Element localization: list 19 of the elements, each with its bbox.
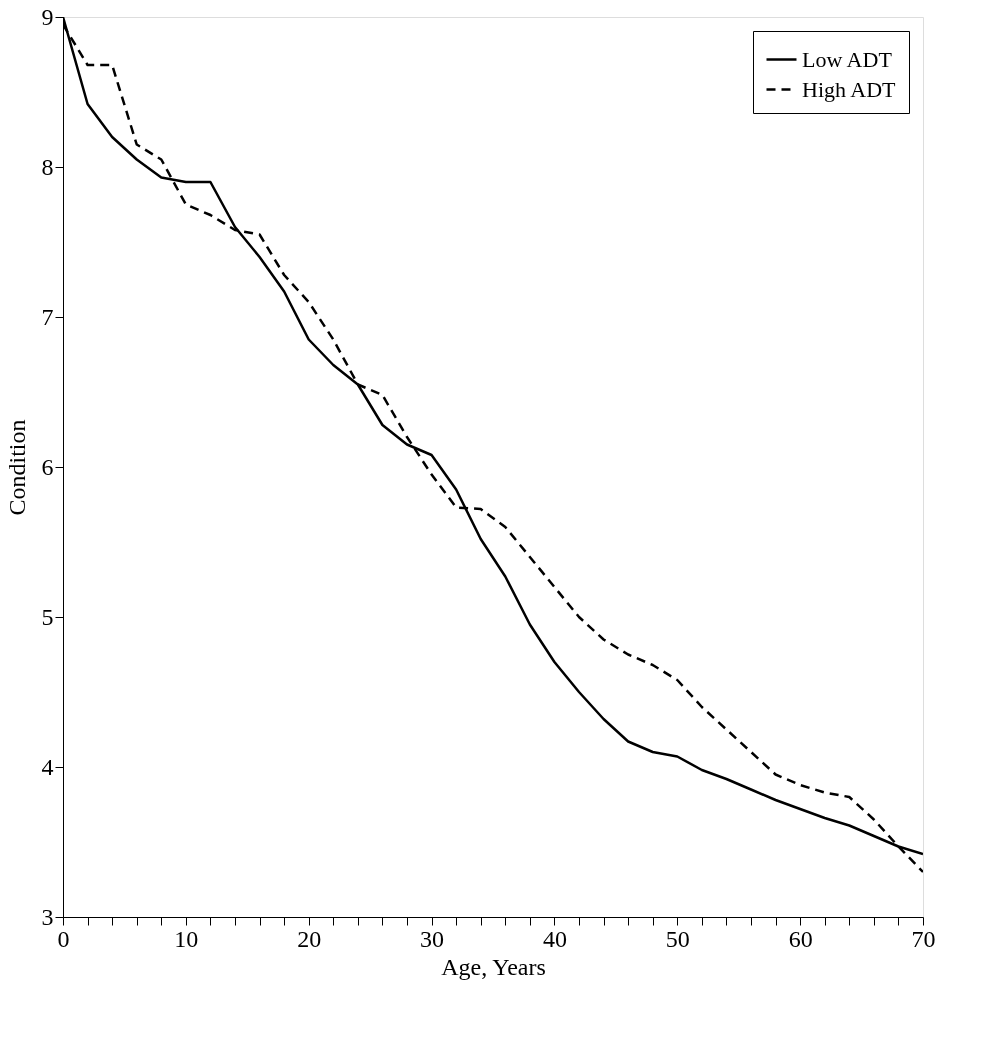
x-tick-label: 50 xyxy=(665,925,690,952)
x-axis-title: Age, Years xyxy=(441,953,546,980)
x-tick-label: 30 xyxy=(420,925,445,952)
y-axis-title: Condition xyxy=(3,419,30,516)
x-tick-label: 40 xyxy=(542,925,567,952)
x-tick-label: 70 xyxy=(911,925,936,952)
legend-label: Low ADT xyxy=(802,46,893,72)
y-tick-label: 9 xyxy=(41,3,54,30)
legend-label: High ADT xyxy=(802,76,897,102)
x-tick-label: 60 xyxy=(788,925,813,952)
y-tick-label: 5 xyxy=(41,603,54,630)
y-tick-label: 3 xyxy=(41,903,54,930)
y-tick-label: 8 xyxy=(41,153,54,180)
x-tick-label: 0 xyxy=(57,925,70,952)
x-tick-label: 20 xyxy=(297,925,322,952)
y-tick-label: 7 xyxy=(41,303,54,330)
y-tick-label: 6 xyxy=(41,453,54,480)
y-tick-label: 4 xyxy=(41,753,54,780)
x-tick-label: 10 xyxy=(174,925,199,952)
